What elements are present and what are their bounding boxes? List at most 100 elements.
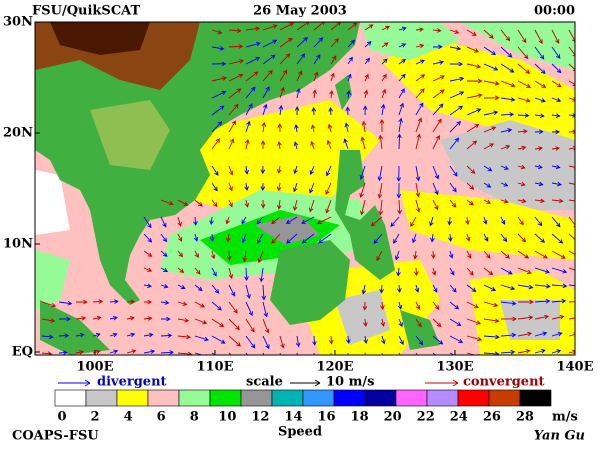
colorbar-box <box>488 389 521 407</box>
wind-arrow <box>381 352 384 355</box>
colorbar-box <box>85 389 118 407</box>
wind-arrow <box>377 182 383 199</box>
wind-arrow <box>483 267 494 276</box>
wind-arrow <box>483 199 492 204</box>
wind-arrow <box>211 267 217 277</box>
wind-arrow <box>360 199 366 216</box>
wind-arrow <box>483 46 497 56</box>
speed-zone <box>400 190 575 260</box>
wind-arrow <box>293 141 299 150</box>
wind-arrow <box>325 165 332 177</box>
wind-arrow <box>286 233 298 244</box>
wind-arrow <box>211 301 222 311</box>
colorbar-label: 26 <box>483 410 501 425</box>
wind-arrow <box>483 29 494 39</box>
wind-arrow <box>466 78 483 84</box>
wind-arrow <box>377 165 383 182</box>
wind-arrow <box>432 44 443 50</box>
wind-arrow <box>381 88 387 99</box>
wind-arrow <box>143 316 153 321</box>
wind-arrow <box>228 103 239 116</box>
wind-arrow <box>432 318 442 328</box>
wind-arrow <box>244 182 249 191</box>
lon-label: 120E <box>316 360 353 375</box>
divergent-label: divergent <box>97 375 167 390</box>
wind-arrow <box>449 318 462 327</box>
wind-arrow <box>500 144 511 150</box>
wind-arrow <box>483 143 495 150</box>
speed-zone <box>335 290 390 345</box>
wind-arrow <box>373 233 383 245</box>
wind-arrow <box>500 80 516 88</box>
wind-arrow <box>415 199 421 213</box>
wind-arrow <box>301 233 315 244</box>
wind-arrow <box>415 59 425 65</box>
wind-arrow <box>343 138 349 150</box>
wind-arrow <box>295 335 301 348</box>
wind-arrow <box>262 335 270 350</box>
source: COAPS-FSU <box>12 429 99 444</box>
wind-arrow <box>432 103 444 116</box>
wind-arrow <box>534 283 551 289</box>
wind-arrow <box>330 55 337 65</box>
wind-arrow <box>211 182 218 192</box>
wind-arrow <box>347 73 352 82</box>
wind-arrow <box>551 331 563 337</box>
wind-arrow <box>245 56 261 65</box>
speed-zone <box>440 120 575 210</box>
wind-arrow <box>483 301 499 308</box>
wind-arrow <box>126 349 137 354</box>
wind-arrow <box>517 145 527 151</box>
wind-arrow <box>211 61 227 67</box>
wind-arrow <box>483 165 493 172</box>
wind-arrow <box>397 284 402 293</box>
wind-arrow <box>325 199 332 214</box>
wind-arrow <box>397 199 402 215</box>
wind-arrow <box>309 199 315 213</box>
wind-arrow <box>312 89 317 99</box>
wind-arrow <box>398 26 407 32</box>
wind-arrow <box>194 318 208 325</box>
speed-zone <box>380 40 575 150</box>
wind-arrow <box>517 284 534 290</box>
wind-arrow <box>449 182 457 193</box>
wind-arrow <box>160 267 169 272</box>
speed-zone <box>500 300 560 340</box>
map-frame <box>34 21 576 356</box>
wind-arrow <box>415 102 424 116</box>
wind-arrow <box>177 317 190 323</box>
wind-arrow <box>430 250 436 259</box>
convergent-arrow-head <box>452 379 459 387</box>
wind-arrow <box>92 332 101 338</box>
wind-arrow <box>449 61 464 67</box>
wind-arrow <box>92 299 104 304</box>
wind-arrow <box>177 250 184 258</box>
wind-arrow <box>126 332 136 338</box>
wind-arrow <box>328 335 334 345</box>
wind-arrow <box>534 233 545 243</box>
wind-arrow <box>517 113 530 118</box>
wind-arrow <box>245 301 253 317</box>
wind-arrow <box>225 216 230 225</box>
wind-arrow <box>317 216 332 225</box>
wind-arrow <box>262 103 268 116</box>
wind-arrow <box>396 267 401 277</box>
wind-arrow <box>430 233 435 243</box>
wind-arrow <box>228 318 240 331</box>
wind-arrow <box>415 43 425 49</box>
wind-arrow <box>346 335 351 344</box>
colorbar-box <box>364 389 397 407</box>
wind-arrow <box>370 216 383 227</box>
wind-arrow <box>432 89 445 99</box>
wind-arrow <box>397 133 402 150</box>
colorbar-box <box>147 389 180 407</box>
wind-arrow <box>228 28 242 33</box>
wind-arrow <box>228 267 234 279</box>
wind-arrow <box>500 349 516 355</box>
wind-arrow <box>194 335 209 342</box>
wind-arrow <box>466 140 478 150</box>
wind-arrow <box>568 317 575 320</box>
wind-arrow <box>211 199 218 208</box>
wind-arrow <box>466 46 480 53</box>
wind-arrow <box>381 42 389 48</box>
